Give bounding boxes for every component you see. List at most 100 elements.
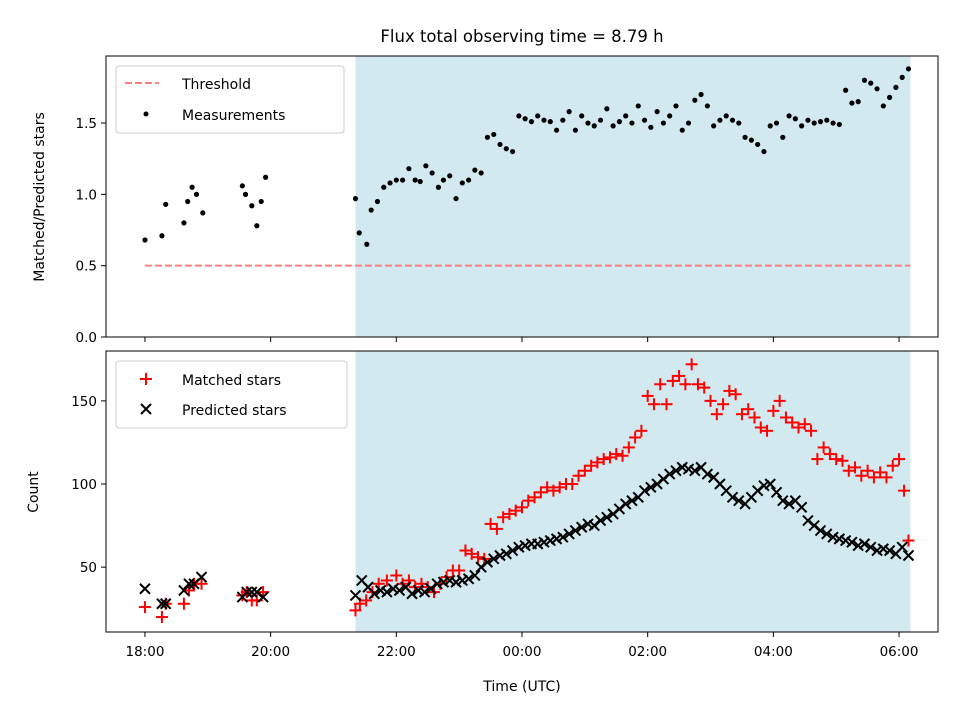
measurements-point <box>817 119 824 125</box>
measurements-point <box>535 113 541 119</box>
measurements-point <box>159 233 165 239</box>
predicted-stars-point <box>858 538 871 550</box>
matched-stars-point <box>742 403 755 416</box>
matched-stars-point <box>673 369 686 382</box>
predicted-stars-point <box>418 586 431 598</box>
predicted-stars-point <box>500 548 512 560</box>
measurements-point <box>591 123 597 129</box>
predicted-stars-point <box>670 465 682 477</box>
measurements-point <box>805 117 811 123</box>
measurements-point <box>163 201 169 207</box>
matched-stars-point <box>591 456 604 469</box>
measurements-point <box>484 134 491 140</box>
measurements-point <box>553 127 560 133</box>
x-tick-label: 20:00 <box>251 644 290 660</box>
measurements-point <box>836 121 842 128</box>
ratio-plot-area <box>142 66 912 267</box>
matched-stars-point <box>497 511 510 524</box>
count-y-tick-label: 100 <box>71 477 97 493</box>
measurements-point <box>736 120 742 126</box>
measurements-point <box>692 97 698 103</box>
measurements-point <box>374 198 381 205</box>
matched-stars-point <box>902 534 915 547</box>
matched-stars-point <box>855 469 868 482</box>
measurements-point <box>258 198 264 205</box>
matched-stars-point <box>898 484 911 497</box>
measurements-point <box>685 120 692 126</box>
measurements-point <box>400 177 406 183</box>
matched-stars-point <box>679 378 692 391</box>
matched-stars-point <box>723 384 736 397</box>
measurements-point <box>429 170 435 176</box>
predicted-stars-point <box>733 494 745 507</box>
count-panel: 18:00 20:00 22:00 00:00 02:00 04:00 06:00 50 10… <box>26 350 939 695</box>
matched-stars-point <box>553 481 566 494</box>
matched-stars-point <box>472 551 485 564</box>
matched-stars-point <box>698 381 711 394</box>
matched-stars-point <box>660 398 673 411</box>
count-y-tick-label: 150 <box>71 394 97 410</box>
matched-stars-point <box>622 441 635 454</box>
matched-stars-point <box>459 544 472 557</box>
measurements-point <box>193 191 200 197</box>
ratio-y-tick-label: 0.5 <box>76 259 97 275</box>
predicted-stars-point <box>557 531 569 543</box>
measurements-point <box>393 177 399 183</box>
measurements-point <box>478 170 484 176</box>
predicted-stars-point <box>563 528 575 540</box>
predicted-stars-point <box>241 586 253 598</box>
predicted-stars-point <box>821 528 833 540</box>
predicted-stars-point <box>645 481 657 494</box>
matched-stars-point <box>528 491 541 504</box>
measurements-point <box>698 91 704 98</box>
measurements-point <box>849 100 855 106</box>
predicted-stars-point <box>246 586 258 598</box>
measurements-point <box>667 113 673 119</box>
matched-stars-legend-label: Matched stars <box>182 373 281 389</box>
ratio-panel-shaded-region <box>355 56 911 337</box>
measurements-point <box>472 167 478 173</box>
matched-stars-point <box>735 408 748 421</box>
measurements-point <box>761 148 767 155</box>
measurements-point <box>364 241 370 247</box>
matched-stars-point <box>830 453 843 466</box>
measurements-point <box>843 87 849 93</box>
measurements-point <box>717 117 723 123</box>
measurements-point <box>861 77 868 83</box>
measurements-point <box>459 180 465 186</box>
measurements-point <box>748 137 754 143</box>
measurements-point <box>780 134 786 140</box>
predicted-stars-point <box>865 541 877 553</box>
measurements-point <box>522 116 528 122</box>
matched-stars-point <box>547 484 560 497</box>
matched-stars-legend-swatch <box>140 373 152 385</box>
matched-stars-point <box>516 501 528 514</box>
matched-stars-point <box>691 378 704 391</box>
measurements-point <box>142 237 148 243</box>
matched-stars-point <box>823 448 836 461</box>
measurements-point <box>887 94 893 100</box>
predicted-stars-point <box>689 465 701 477</box>
matched-stars-point <box>849 461 862 474</box>
measurements-point <box>560 117 566 123</box>
predicted-stars-point <box>777 494 789 507</box>
measurements-point <box>629 120 635 126</box>
predicted-stars-point <box>406 588 418 600</box>
matched-stars-point <box>761 424 774 437</box>
measurements-point <box>610 123 616 129</box>
measurements-point <box>263 174 269 180</box>
ratio-x-ticks <box>144 337 900 342</box>
predicted-stars-point <box>569 524 582 537</box>
measurements-point <box>868 80 874 86</box>
measurements-point <box>566 109 572 115</box>
predicted-stars-point <box>846 536 858 548</box>
measurements-legend-label: Measurements <box>182 108 285 124</box>
measurements-point <box>742 134 748 140</box>
measurements-point <box>465 177 472 183</box>
predicted-stars-point <box>795 501 808 514</box>
matched-stars-point <box>654 378 667 391</box>
matched-stars-point <box>465 547 478 560</box>
matched-stars-point <box>861 464 874 477</box>
matched-stars-point <box>836 454 849 467</box>
